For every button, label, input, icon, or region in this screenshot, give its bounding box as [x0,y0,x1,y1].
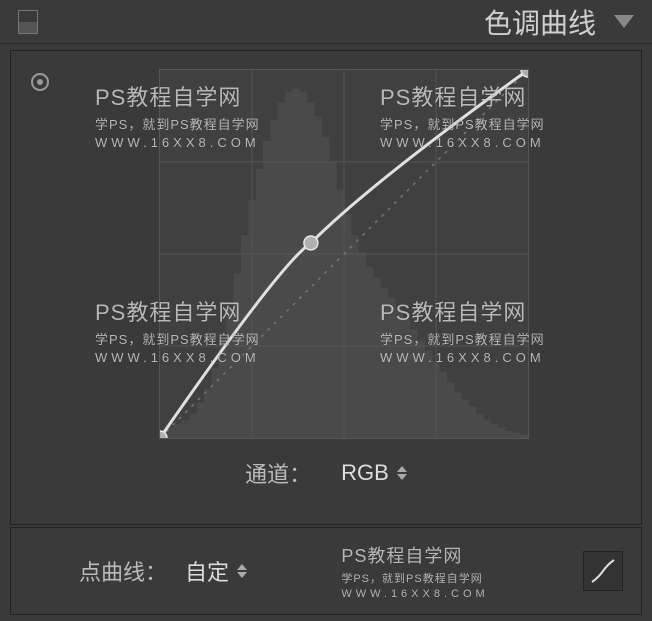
panel-title: 色调曲线 [484,2,596,42]
panel-footer: 点曲线： 自定 PS教程自学网 学PS，就到PS教程自学网 WWW.16XX8.… [10,527,642,615]
watermark: PS教程自学网 学PS，就到PS教程自学网 WWW.16XX8.COM [341,542,488,600]
tone-curve-graph[interactable]: PS教程自学网 学PS，就到PS教程自学网 WWW.16XX8.COM PS教程… [159,69,529,439]
point-curve-selector: 点曲线： 自定 [79,555,247,587]
channel-dropdown[interactable]: RGB [341,460,407,486]
channel-selector-row: 通道： RGB [31,457,621,489]
channel-label: 通道： [245,457,311,489]
point-curve-dropdown[interactable]: 自定 [185,555,247,587]
point-curve-label: 点曲线： [79,555,167,587]
curve-row: PS教程自学网 学PS，就到PS教程自学网 WWW.16XX8.COM PS教程… [31,69,621,439]
panel-body: PS教程自学网 学PS，就到PS教程自学网 WWW.16XX8.COM PS教程… [10,50,642,525]
targeted-adjustment-tool[interactable] [31,73,49,91]
point-curve-mode-button[interactable] [583,551,623,591]
collapse-triangle-icon [614,15,634,28]
curve-svg [160,70,528,438]
tone-curve-panel: 色调曲线 PS教程自学网 学PS，就到PS教程自学网 WWW.16XX8.COM… [0,0,652,621]
panel-toggle-switch[interactable] [18,10,38,34]
point-curve-value-text: 自定 [185,555,229,587]
updown-arrow-icon [397,466,407,480]
curve-icon [588,556,618,586]
panel-header: 色调曲线 [0,0,652,44]
panel-title-wrap[interactable]: 色调曲线 [484,2,634,42]
updown-arrow-icon [237,564,247,578]
channel-value-text: RGB [341,460,389,486]
